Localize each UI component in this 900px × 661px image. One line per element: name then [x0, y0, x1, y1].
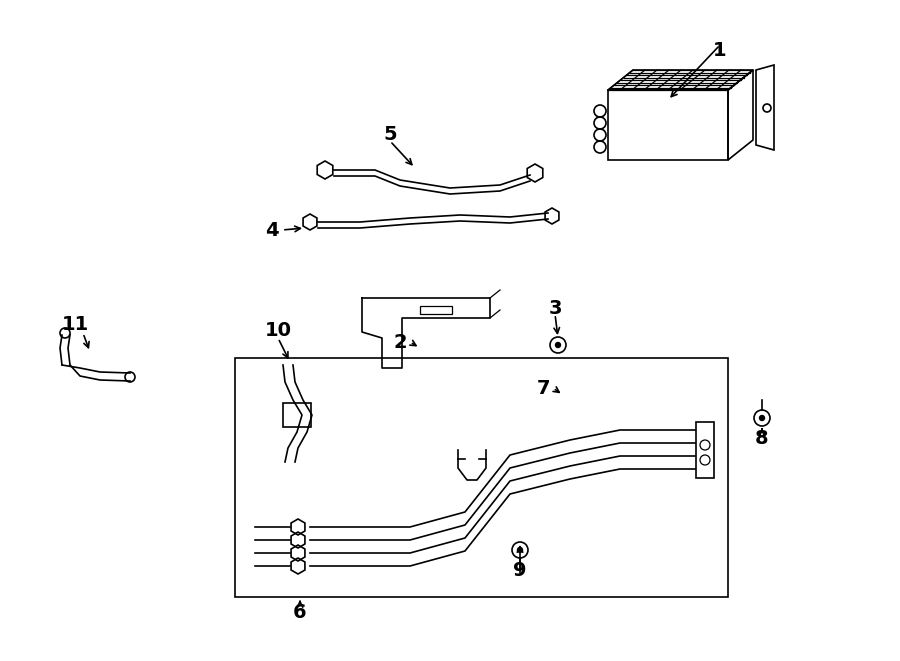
Text: 8: 8 — [755, 428, 769, 447]
Text: 6: 6 — [293, 602, 307, 621]
Circle shape — [760, 416, 764, 420]
Text: 4: 4 — [266, 221, 279, 239]
Text: 3: 3 — [548, 299, 562, 317]
Circle shape — [518, 547, 523, 553]
Text: 7: 7 — [536, 379, 550, 397]
Bar — [420, 306, 452, 314]
Text: 1: 1 — [713, 40, 727, 59]
Text: 10: 10 — [265, 321, 292, 340]
Text: 11: 11 — [61, 315, 88, 334]
Text: 9: 9 — [513, 561, 526, 580]
Bar — [283, 403, 311, 427]
Text: 2: 2 — [393, 332, 407, 352]
Bar — [696, 422, 714, 478]
Text: 5: 5 — [383, 126, 397, 145]
Circle shape — [555, 342, 561, 348]
